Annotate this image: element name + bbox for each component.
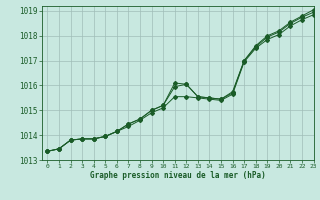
X-axis label: Graphe pression niveau de la mer (hPa): Graphe pression niveau de la mer (hPa) <box>90 171 266 180</box>
